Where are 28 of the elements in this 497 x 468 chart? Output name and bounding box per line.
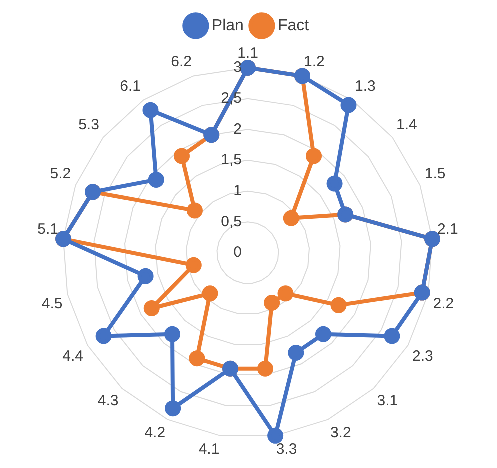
spoke-label: 1.1: [238, 45, 258, 62]
legend-label: Plan: [212, 17, 244, 34]
spoke-label: 5.1: [38, 220, 59, 238]
y-tick-label: 0: [234, 244, 242, 262]
spoke-label: 2.3: [412, 348, 434, 366]
spoke-label: 3.1: [377, 392, 398, 410]
spoke-label: 3.2: [330, 424, 352, 442]
spoke-label: 2.1: [437, 220, 458, 238]
y-tick-label: 1: [234, 182, 242, 200]
spoke-label: 4.1: [198, 441, 220, 458]
spoke-label: 6.1: [120, 78, 141, 96]
y-tick-label: 2: [234, 120, 242, 138]
spoke-label: 2.2: [433, 295, 454, 312]
legend-label: Fact: [278, 17, 310, 34]
spoke-label: 4.4: [62, 348, 84, 366]
spoke-label: 3.3: [276, 441, 298, 458]
spoke-label: 4.2: [144, 424, 166, 442]
spoke-label: 1.3: [355, 78, 376, 96]
spoke-label: 1.4: [396, 116, 418, 134]
y-tick-label: 0,5: [221, 213, 242, 230]
spoke-label: 1.2: [304, 54, 325, 71]
spoke-label: 1.5: [424, 166, 446, 183]
spoke-label: 4.5: [42, 295, 63, 312]
spoke-label: 4.3: [98, 392, 119, 410]
y-tick-label: 1,5: [221, 152, 242, 169]
spoke-label: 5.3: [78, 116, 100, 134]
spoke-label: 5.2: [50, 166, 72, 183]
spoke-label: 6.2: [171, 54, 192, 71]
